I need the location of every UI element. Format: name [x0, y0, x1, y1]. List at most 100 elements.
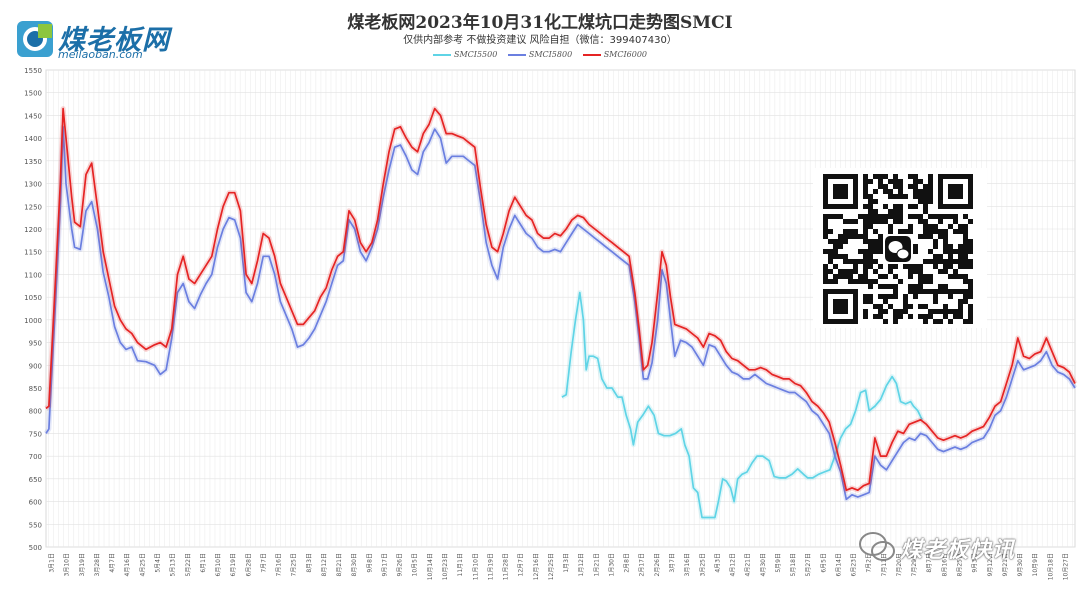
qr-module	[908, 184, 913, 189]
qr-module	[893, 209, 898, 214]
x-tick-label: 6月10日	[215, 553, 222, 576]
qr-module	[858, 234, 863, 239]
x-tick-label: 2月17日	[639, 553, 646, 576]
qr-module	[883, 214, 888, 219]
qr-module	[923, 229, 928, 234]
qr-module	[908, 229, 913, 234]
qr-module	[928, 229, 933, 234]
qr-module	[863, 229, 868, 234]
qr-module	[868, 194, 873, 199]
qr-module	[963, 279, 968, 284]
x-tick-label: 6月23日	[851, 553, 858, 576]
qr-module	[868, 199, 873, 204]
qr-module	[873, 249, 878, 254]
qr-module	[928, 194, 933, 199]
qr-module	[848, 229, 853, 234]
qr-module	[943, 314, 948, 319]
qr-module	[918, 194, 923, 199]
x-tick-label: 10月14日	[427, 553, 434, 580]
qr-module	[863, 174, 868, 179]
qr-module	[863, 194, 868, 199]
qr-module	[873, 219, 878, 224]
qr-module	[963, 294, 968, 299]
qr-module	[868, 239, 873, 244]
qr-module	[943, 249, 948, 254]
qr-module	[828, 249, 833, 254]
x-tick-label: 4月12日	[730, 553, 737, 576]
qr-module	[888, 229, 893, 234]
qr-module	[863, 254, 868, 259]
x-tick-label: 2月8日	[624, 553, 631, 573]
qr-module	[928, 184, 933, 189]
qr-module	[903, 229, 908, 234]
qr-module	[898, 279, 903, 284]
qr-module	[913, 244, 918, 249]
y-tick-label: 1500	[24, 90, 42, 98]
qr-module	[938, 289, 943, 294]
qr-module	[958, 244, 963, 249]
qr-module	[893, 284, 898, 289]
qr-module	[898, 194, 903, 199]
qr-module	[883, 294, 888, 299]
qr-module	[878, 249, 883, 254]
qr-module	[838, 234, 843, 239]
y-tick-label: 500	[29, 544, 42, 552]
x-tick-label: 6月28日	[245, 553, 252, 576]
qr-module	[968, 314, 973, 319]
qr-module	[918, 264, 923, 269]
qr-module	[948, 254, 953, 259]
qr-module	[823, 224, 828, 229]
qr-module	[963, 224, 968, 229]
qr-module	[838, 244, 843, 249]
qr-module	[868, 214, 873, 219]
qr-module	[878, 239, 883, 244]
qr-module	[928, 179, 933, 184]
qr-module	[888, 194, 893, 199]
x-tick-label: 11月19日	[487, 553, 494, 580]
qr-module	[913, 184, 918, 189]
qr-module	[923, 234, 928, 239]
logo-url: meilaoban.com	[58, 48, 143, 61]
x-tick-label: 8月25日	[957, 553, 964, 576]
qr-module	[943, 289, 948, 294]
qr-module	[968, 259, 973, 264]
qr-module	[918, 269, 923, 274]
qr-module	[958, 229, 963, 234]
qr-module	[918, 219, 923, 224]
x-tick-label: 5月27日	[805, 553, 812, 576]
qr-module	[918, 314, 923, 319]
qr-module	[898, 314, 903, 319]
qr-module	[913, 214, 918, 219]
qr-module	[883, 184, 888, 189]
x-tick-label: 4月30日	[760, 553, 767, 576]
qr-module	[873, 259, 878, 264]
qr-module	[968, 279, 973, 284]
qr-module	[903, 194, 908, 199]
qr-module	[968, 249, 973, 254]
qr-module	[903, 299, 908, 304]
qr-module	[958, 259, 963, 264]
x-tick-label: 7月7日	[260, 553, 267, 573]
qr-module	[878, 294, 883, 299]
qr-module	[873, 269, 878, 274]
qr-module	[913, 194, 918, 199]
x-tick-label: 9月30日	[1017, 553, 1024, 576]
y-tick-label: 700	[29, 453, 42, 461]
x-tick-label: 9月21日	[1002, 553, 1009, 576]
qr-module	[958, 314, 963, 319]
qr-module	[888, 264, 893, 269]
qr-module	[888, 269, 893, 274]
x-tick-label: 9月12日	[987, 553, 994, 576]
qr-module	[873, 214, 878, 219]
qr-module	[893, 294, 898, 299]
qr-module	[873, 229, 878, 234]
qr-module	[823, 214, 828, 219]
x-tick-label: 12月16日	[533, 553, 540, 580]
qr-module	[968, 309, 973, 314]
qr-module	[878, 244, 883, 249]
qr-module	[903, 309, 908, 314]
qr-module	[938, 219, 943, 224]
qr-module	[893, 214, 898, 219]
qr-module	[913, 264, 918, 269]
